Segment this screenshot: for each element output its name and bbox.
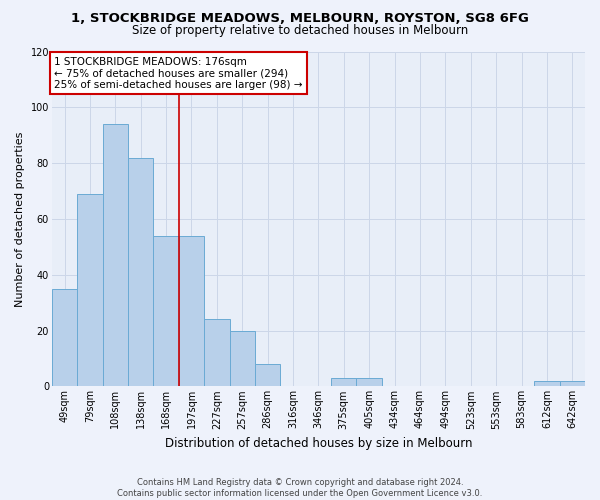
Text: Size of property relative to detached houses in Melbourn: Size of property relative to detached ho…: [132, 24, 468, 37]
Text: 1, STOCKBRIDGE MEADOWS, MELBOURN, ROYSTON, SG8 6FG: 1, STOCKBRIDGE MEADOWS, MELBOURN, ROYSTO…: [71, 12, 529, 26]
Bar: [204, 320, 230, 386]
Text: 1 STOCKBRIDGE MEADOWS: 176sqm
← 75% of detached houses are smaller (294)
25% of : 1 STOCKBRIDGE MEADOWS: 176sqm ← 75% of d…: [55, 56, 303, 90]
Bar: [154, 236, 179, 386]
Bar: [560, 381, 585, 386]
Bar: [179, 236, 204, 386]
Bar: [356, 378, 382, 386]
Y-axis label: Number of detached properties: Number of detached properties: [15, 132, 25, 306]
Bar: [230, 330, 255, 386]
Bar: [103, 124, 128, 386]
Bar: [255, 364, 280, 386]
Bar: [52, 288, 77, 386]
X-axis label: Distribution of detached houses by size in Melbourn: Distribution of detached houses by size …: [164, 437, 472, 450]
Bar: [331, 378, 356, 386]
Bar: [534, 381, 560, 386]
Bar: [77, 194, 103, 386]
Bar: [128, 158, 154, 386]
Text: Contains HM Land Registry data © Crown copyright and database right 2024.
Contai: Contains HM Land Registry data © Crown c…: [118, 478, 482, 498]
